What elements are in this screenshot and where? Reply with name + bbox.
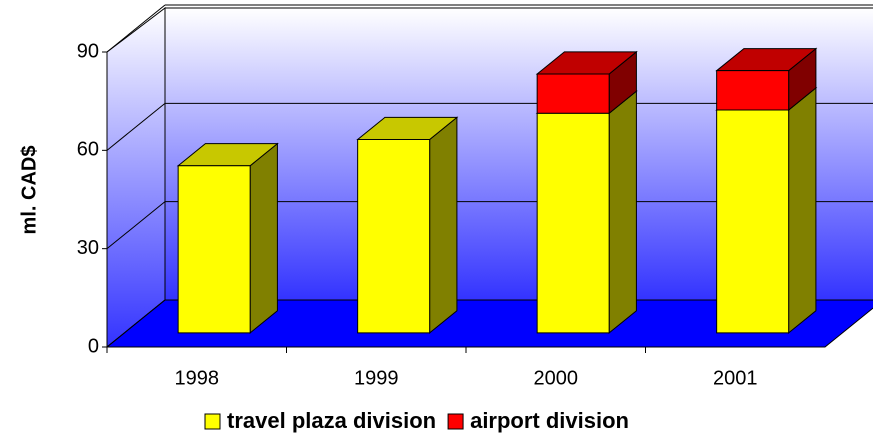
legend-swatch	[204, 413, 221, 430]
legend-swatch	[447, 413, 464, 430]
bar	[716, 70, 790, 111]
y-tick-label: 60	[77, 139, 99, 161]
legend-label: travel plaza division	[227, 408, 436, 433]
bar	[716, 109, 790, 334]
x-tick-label: 1998	[175, 367, 220, 389]
bar	[357, 139, 431, 334]
legend-label: airport division	[470, 408, 629, 433]
bar-side	[608, 90, 637, 334]
grid-line	[106, 299, 166, 348]
y-tick-label: 30	[77, 237, 99, 259]
x-tick-label: 2000	[534, 367, 579, 389]
left-wall	[106, 6, 166, 349]
grid-line	[106, 102, 166, 151]
y-tick-label: 90	[77, 40, 99, 62]
x-tick-label: 2001	[713, 367, 758, 389]
bar-side	[788, 86, 817, 334]
grid-line	[106, 201, 166, 250]
bar-side	[249, 142, 278, 334]
bar-side	[429, 116, 458, 334]
x-tick-label: 1999	[354, 367, 399, 389]
y-tick-label: 0	[88, 335, 99, 357]
y-axis-label: ml. CAD$	[18, 146, 40, 235]
bar	[536, 73, 610, 114]
bar	[536, 112, 610, 334]
bar	[177, 165, 251, 334]
grid-line	[106, 4, 166, 53]
